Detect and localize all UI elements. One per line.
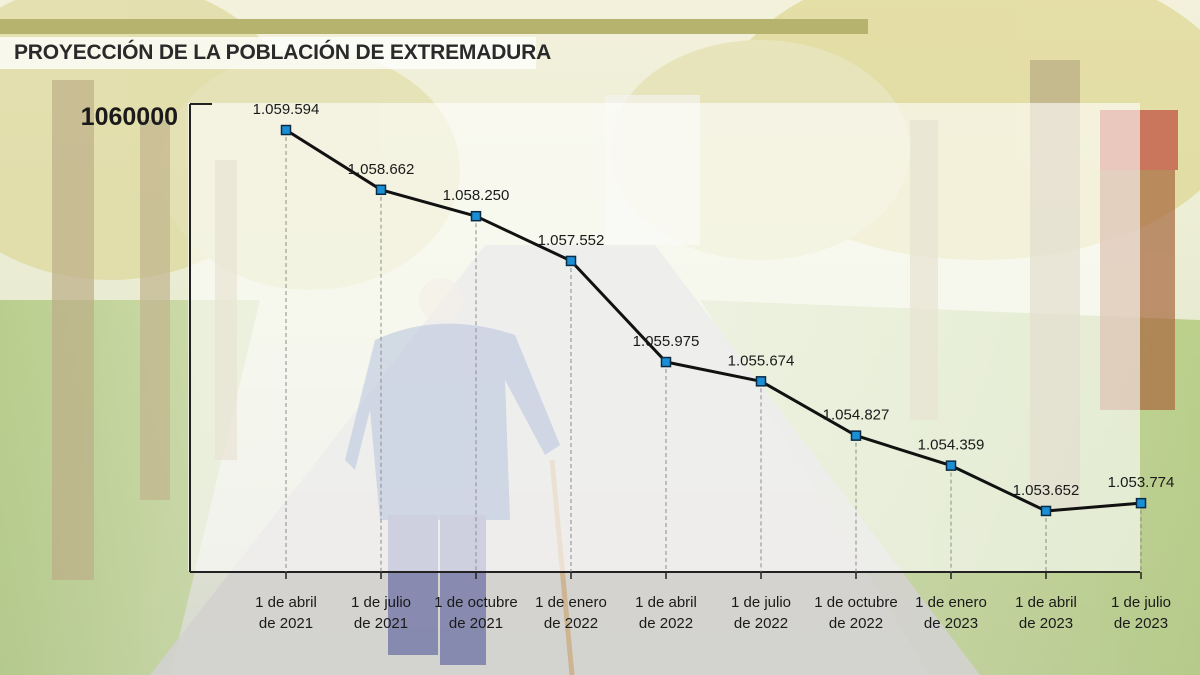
data-point xyxy=(470,210,482,222)
data-label: 1.055.975 xyxy=(633,333,700,350)
data-label: 1.059.594 xyxy=(253,101,320,118)
data-label: 1.055.674 xyxy=(728,352,795,369)
value-labels: 1.059.594 1.058.662 1.058.250 1.057.552 1.05… xyxy=(253,101,1175,499)
axes xyxy=(189,103,1140,573)
data-label: 1.058.250 xyxy=(443,187,510,204)
x-tick-label: 1 de julio xyxy=(1111,594,1171,611)
data-point xyxy=(1135,497,1147,509)
data-point xyxy=(280,124,292,136)
data-label: 1.057.552 xyxy=(538,232,605,249)
data-point xyxy=(755,376,767,387)
x-tick-label: de 2022 xyxy=(639,615,693,632)
guide-lines xyxy=(285,130,1142,572)
title-box xyxy=(0,37,536,69)
chart-panel xyxy=(188,103,1140,571)
x-tick-label: de 2022 xyxy=(734,615,788,632)
x-tick-label: 1 de enero xyxy=(535,594,607,611)
data-label: 1.053.774 xyxy=(1108,474,1175,491)
x-tick-label: de 2021 xyxy=(449,615,503,632)
x-tick-label: de 2021 xyxy=(354,615,408,632)
data-point xyxy=(565,255,577,267)
data-point xyxy=(660,356,672,368)
x-axis-labels: 1 de abril de 2021 1 de julio de 2021 1 de o… xyxy=(255,594,1171,632)
x-ticks xyxy=(285,572,1142,579)
data-label: 1.054.827 xyxy=(823,407,890,424)
data-markers xyxy=(280,124,1147,517)
data-label: 1.058.662 xyxy=(348,161,415,178)
series-line xyxy=(285,128,1142,513)
x-tick-label: de 2023 xyxy=(924,615,978,632)
data-point xyxy=(375,184,387,196)
y-tick-label: 1060000 xyxy=(81,103,178,131)
data-point xyxy=(1040,505,1052,517)
data-label: 1.054.359 xyxy=(918,437,985,454)
data-label: 1.053.652 xyxy=(1013,482,1080,499)
x-tick-label: 1 de octubre xyxy=(434,594,517,611)
x-tick-label: de 2021 xyxy=(259,615,313,632)
x-tick-label: de 2023 xyxy=(1114,615,1168,632)
x-tick-label: de 2022 xyxy=(829,615,883,632)
data-point xyxy=(850,430,862,441)
x-tick-label: 1 de abril xyxy=(1015,594,1077,611)
data-point xyxy=(945,460,957,471)
x-tick-label: 1 de octubre xyxy=(814,594,897,611)
x-tick-label: 1 de julio xyxy=(731,594,791,611)
x-tick-label: de 2022 xyxy=(544,615,598,632)
x-tick-label: de 2023 xyxy=(1019,615,1073,632)
x-tick-label: 1 de abril xyxy=(255,594,317,611)
x-tick-label: 1 de enero xyxy=(915,594,987,611)
x-tick-label: 1 de abril xyxy=(635,594,697,611)
chart-title: PROYECCIÓN DE LA POBLACIÓN DE EXTREMADUR… xyxy=(14,41,552,64)
title-accent-bar xyxy=(0,19,868,34)
x-tick-label: 1 de julio xyxy=(351,594,411,611)
